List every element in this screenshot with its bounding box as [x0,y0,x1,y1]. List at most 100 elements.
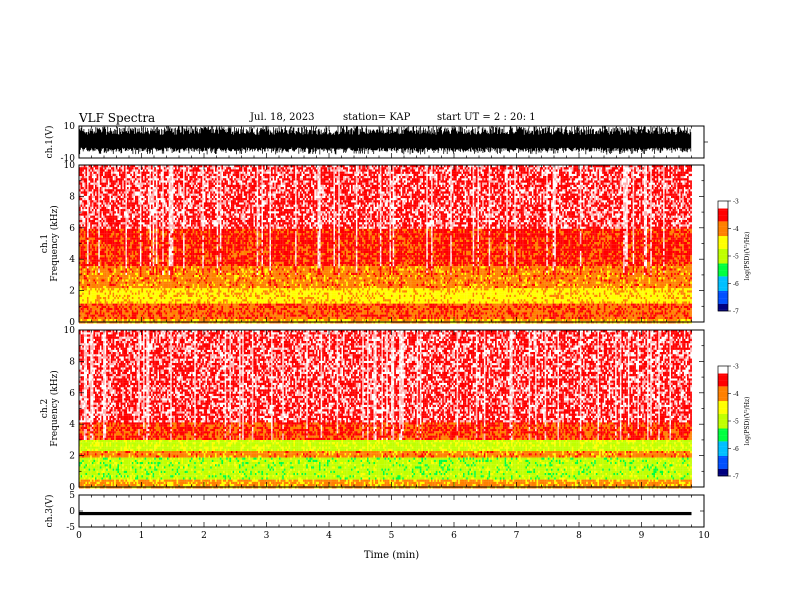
psd-cell [125,288,127,290]
psd-cell [84,240,86,242]
psd-cell [133,299,135,301]
psd-cell [129,189,131,191]
psd-cell [98,174,100,176]
psd-cell [133,191,135,193]
psd-cell [111,174,113,176]
psd-cell [85,218,87,220]
psd-cell [124,235,126,237]
psd-cell [84,312,86,314]
psd-cell [135,251,137,253]
psd-cell [93,284,95,286]
psd-cell [106,211,108,213]
psd-cell [103,242,105,244]
psd-cell [101,249,103,251]
psd-cell [125,178,127,180]
psd-cell [140,262,142,264]
psd-cell [125,282,127,284]
psd-cell [130,216,132,218]
psd-cell [103,271,105,273]
psd-cell [119,279,121,281]
psd-cell [145,213,147,215]
psd-cell [133,218,135,220]
psd-cell [105,187,107,189]
psd-cell [132,196,134,198]
psd-cell [114,251,116,253]
psd-cell [82,282,84,284]
psd-cell [138,282,140,284]
psd-cell [100,284,102,286]
psd-cell [114,240,116,242]
psd-cell [93,262,95,264]
psd-cell [89,253,91,255]
psd-cell [111,264,113,266]
psd-cell [105,297,107,299]
psd-cell [132,282,134,284]
psd-cell [129,286,131,288]
psd-cell [145,207,147,209]
psd-cell [100,209,102,211]
psd-cell [98,238,100,240]
psd-cell [92,187,94,189]
psd-cell [137,202,139,204]
psd-cell [81,238,83,240]
psd-cell [82,268,84,270]
psd-cell [105,288,107,290]
psd-cell [133,312,135,314]
psd-cell [90,262,92,264]
psd-cell [145,288,147,290]
psd-cell [100,293,102,295]
psd-cell [141,185,143,187]
psd-cell [85,297,87,299]
psd-cell [140,242,142,244]
psd-cell [117,207,119,209]
psd-cell [138,235,140,237]
psd-cell [81,271,83,273]
psd-cell [97,216,99,218]
psd-cell [138,251,140,253]
psd-cell [92,253,94,255]
psd-cell [130,284,132,286]
psd-cell [127,202,129,204]
psd-cell [119,266,121,268]
psd-cell [95,244,97,246]
psd-cell [125,233,127,235]
psd-cell [82,213,84,215]
psd-cell [93,183,95,185]
psd-cell [103,198,105,200]
psd-cell [84,238,86,240]
psd-cell [135,189,137,191]
psd-cell [141,213,143,215]
psd-cell [84,251,86,253]
psd-cell [90,176,92,178]
psd-cell [98,257,100,259]
psd-cell [89,268,91,270]
psd-cell [97,174,99,176]
psd-cell [101,266,103,268]
psd-cell [138,315,140,317]
psd-cell [145,240,147,242]
psd-cell [133,200,135,202]
psd-cell [145,238,147,240]
psd-cell [87,310,89,312]
psd-cell [121,282,123,284]
psd-cell [87,288,89,290]
psd-cell [130,293,132,295]
psd-cell [108,249,110,251]
psd-cell [141,293,143,295]
psd-cell [98,235,100,237]
psd-cell [145,297,147,299]
psd-cell [137,286,139,288]
psd-cell [122,299,124,301]
psd-cell [85,244,87,246]
psd-cell [135,185,137,187]
psd-cell [82,293,84,295]
psd-cell [122,240,124,242]
psd-cell [108,317,110,319]
psd-cell [97,268,99,270]
psd-cell [111,222,113,224]
psd-cell [89,244,91,246]
psd-cell [89,304,91,306]
psd-cell [116,286,118,288]
psd-cell [121,169,123,171]
psd-cell [133,301,135,303]
